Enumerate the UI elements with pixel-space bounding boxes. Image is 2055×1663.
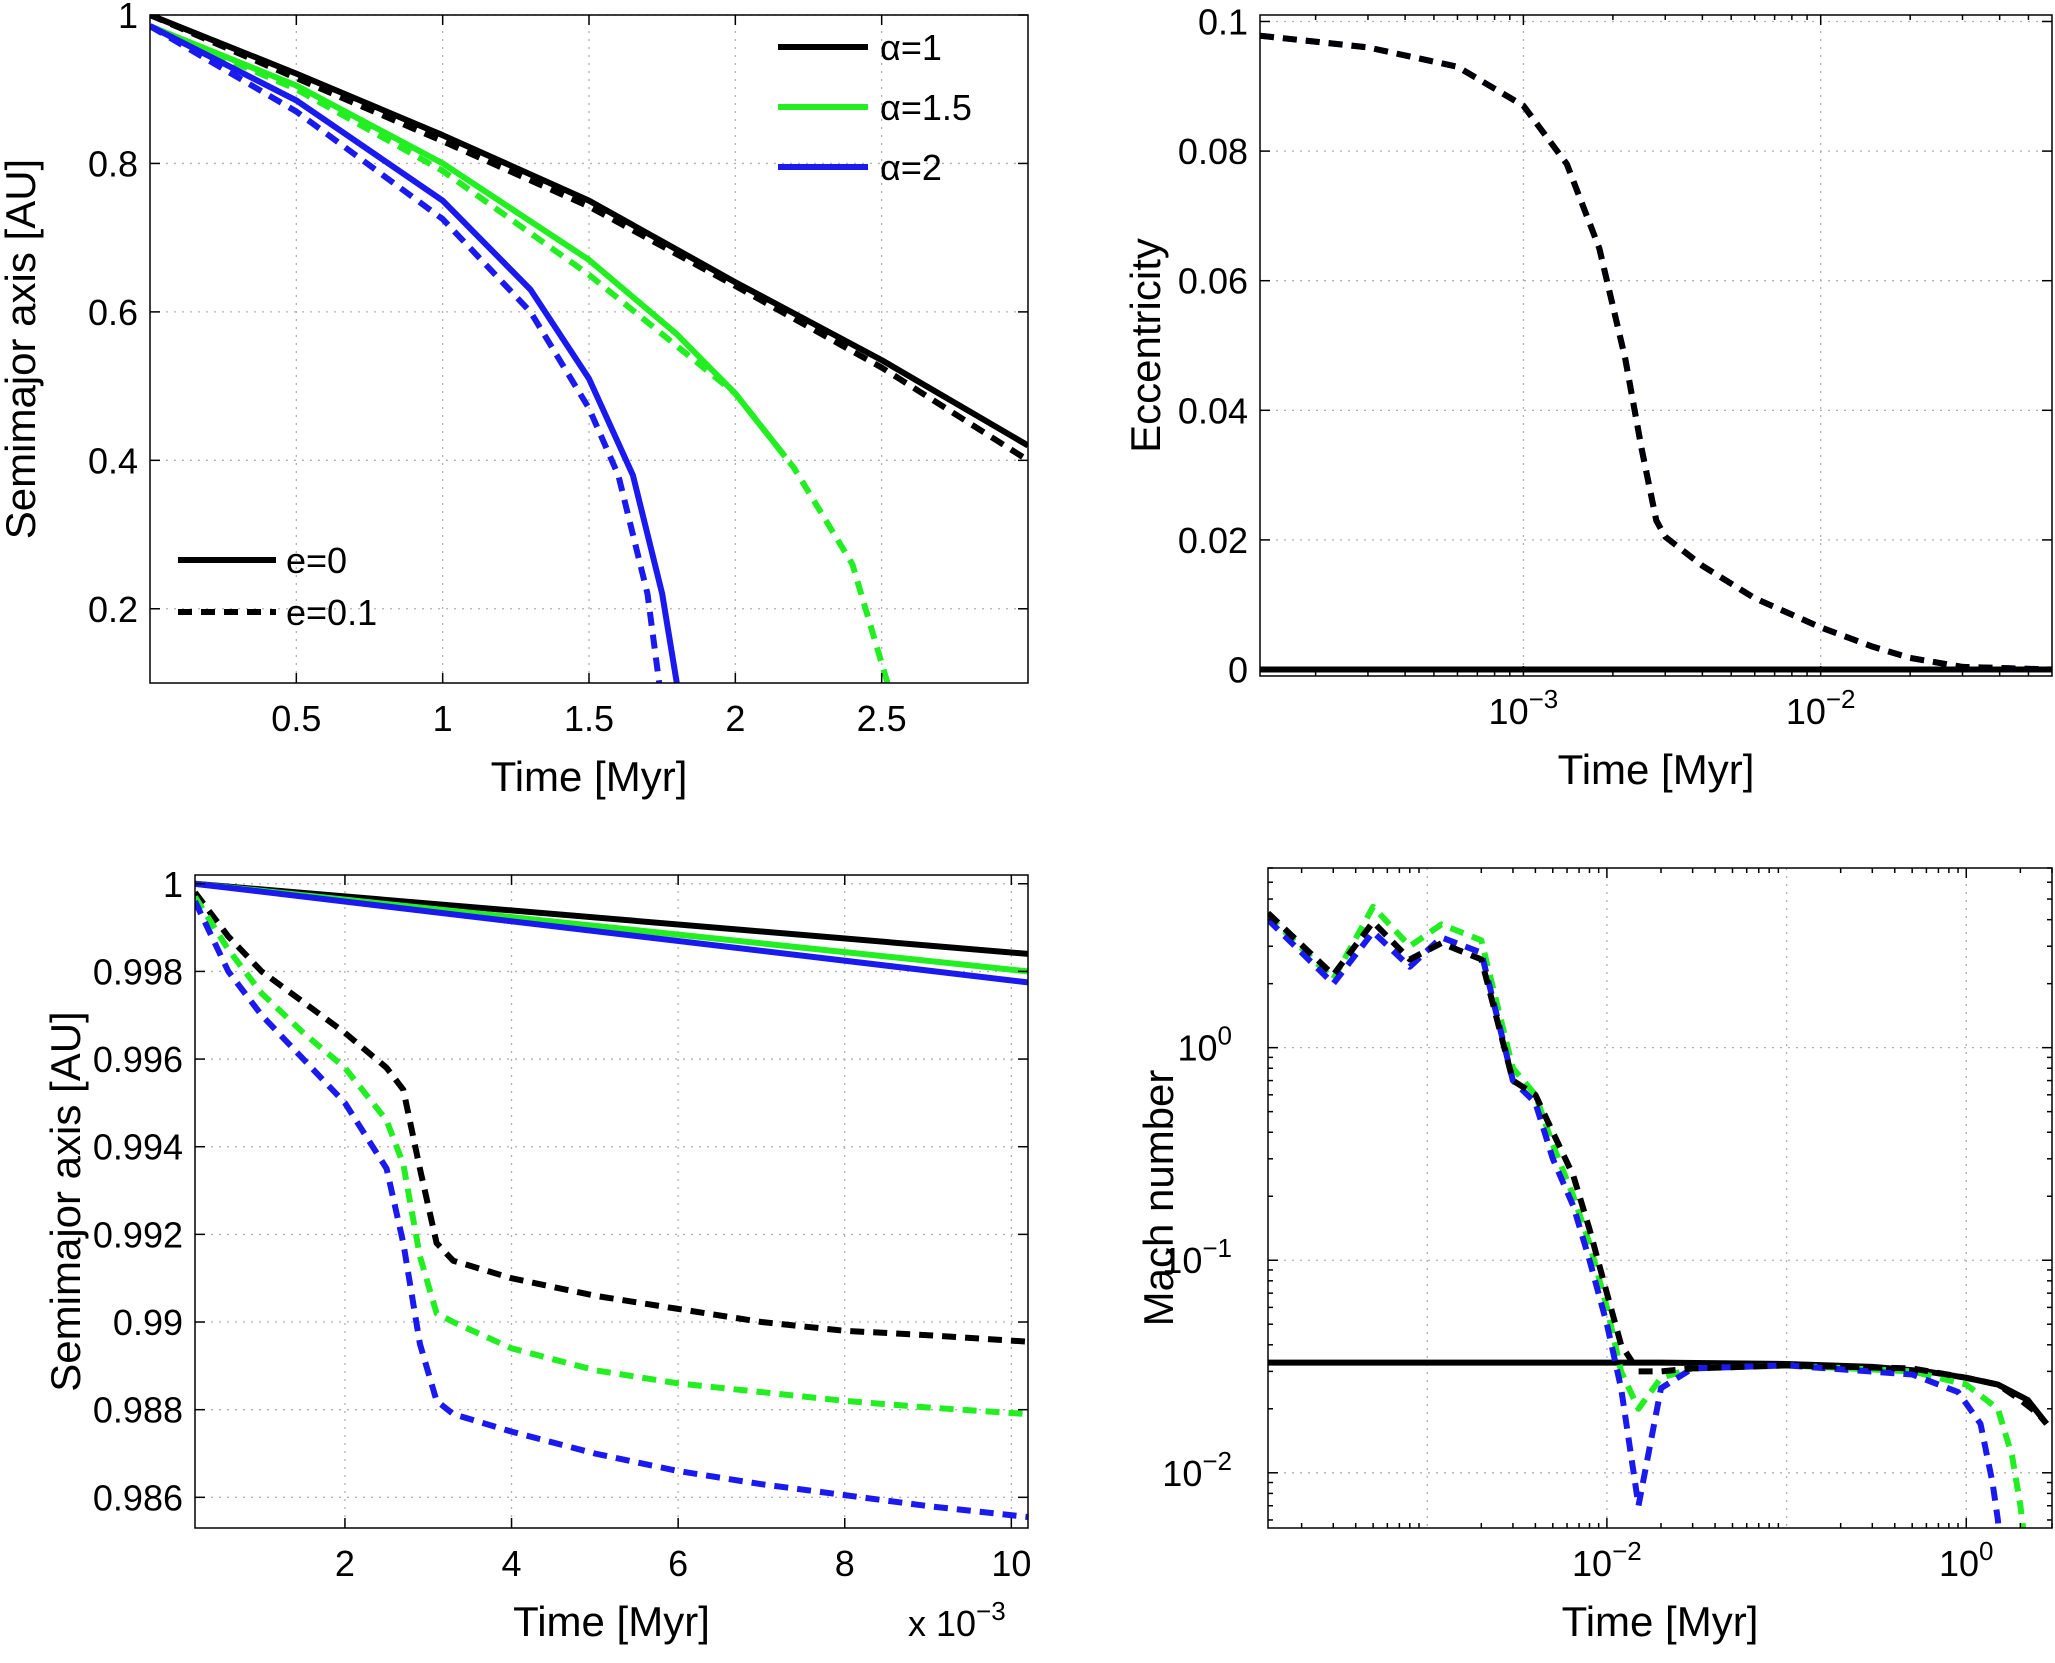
series-line	[150, 15, 1028, 463]
chart-p3: 2 4 6 8 10 0.986 0.988 0.99 0.992 0.994 0.996 0.998…	[42, 864, 1031, 1645]
x-tick-label: 10−3	[1489, 684, 1559, 732]
x-tick-label: 1.5	[564, 698, 614, 739]
plot-frame	[1267, 867, 2053, 1529]
x-tick-exponent: −2	[1612, 1536, 1642, 1566]
y-tick-label: 1	[163, 864, 183, 905]
series-line	[195, 895, 1028, 1418]
y-axis-label: Mach number	[1135, 1070, 1182, 1327]
y-tick-label: 0.988	[93, 1390, 183, 1431]
x-tick-label: 0.5	[271, 698, 321, 739]
x-axis-label: Time [Myr]	[1562, 1598, 1759, 1645]
y-tick-label: 0.996	[93, 1039, 183, 1080]
y-tick-exponent: 0	[1218, 1021, 1232, 1051]
y-tick-label: 0.08	[1178, 131, 1248, 172]
x-tick-exponent: 0	[1979, 1536, 1993, 1566]
series-line	[150, 15, 1028, 449]
legend-label: α=1.5	[880, 87, 972, 128]
x-axis-label: Time [Myr]	[491, 753, 688, 800]
series-group	[1268, 903, 2049, 1528]
y-tick-label: 0.06	[1178, 261, 1248, 302]
y-tick-label: 0.994	[93, 1127, 183, 1168]
x-tick-label: 10−2	[1786, 684, 1856, 732]
x-axis-multiplier: x 10−3	[908, 1596, 1006, 1644]
x-tick-label: 8	[835, 1543, 855, 1584]
y-tick-label: 0.99	[113, 1302, 183, 1343]
legend-label: e=0.1	[286, 592, 377, 633]
y-tick-exponent: −1	[1202, 1233, 1232, 1263]
series-line	[1268, 917, 2002, 1528]
y-tick-label: 0.998	[93, 951, 183, 992]
x-tick-exponent: −2	[1826, 684, 1856, 714]
series-line	[1260, 32, 2052, 673]
y-axis-label: Semimajor axis [AU]	[42, 1011, 89, 1391]
x-tick-label: 1	[433, 698, 453, 739]
y-tick-label: 0.02	[1178, 520, 1248, 561]
legend-label: α=2	[880, 147, 942, 188]
plot-frame	[194, 874, 1029, 1529]
series-line	[1268, 910, 2049, 1426]
legend-label: e=0	[286, 540, 347, 581]
x-tick-exponent: −3	[1529, 684, 1559, 714]
x-tick-label: 4	[502, 1543, 522, 1584]
y-tick-exponent: −2	[1202, 1446, 1232, 1476]
series-group	[150, 15, 1028, 683]
y-tick-label: 0.992	[93, 1214, 183, 1255]
y-tick-label: 100	[1177, 1021, 1232, 1069]
y-tick-label: 0.2	[88, 589, 138, 630]
series-line	[1268, 903, 2027, 1528]
chart-p2: 10−3 10−2 0 0.02 0.04 0.06 0.08 0.1 Time [Myr] Ec…	[1122, 1, 2053, 793]
y-tick-label: 1	[118, 0, 138, 36]
plot-frame	[1259, 14, 2053, 677]
x-tick-label: 10	[991, 1543, 1031, 1584]
series-line	[150, 23, 663, 683]
chart-p1: 0.5 1 1.5 2 2.5 0.2 0.4 0.6 0.8 1 Time [Myr] Semima…	[0, 0, 1029, 800]
y-tick-label: 0	[1228, 650, 1248, 691]
x-tick-label: 2.5	[857, 698, 907, 739]
x-axis-multiplier-exponent: −3	[976, 1596, 1006, 1626]
series-line	[150, 23, 788, 459]
y-tick-label: 0.986	[93, 1477, 183, 1518]
series-line	[195, 890, 1028, 1345]
series-group	[195, 880, 1028, 1520]
x-axis-label: Time [Myr]	[1558, 746, 1755, 793]
y-tick-label: 0.8	[88, 143, 138, 184]
y-tick-label: 0.6	[88, 292, 138, 333]
legend-label: α=1	[880, 27, 942, 68]
y-tick-label: 0.04	[1178, 390, 1248, 431]
y-axis-label: Semimajor axis [AU]	[0, 159, 44, 539]
series-line	[150, 23, 680, 683]
x-tick-label: 6	[668, 1543, 688, 1584]
y-axis-label: Eccentricity	[1122, 238, 1169, 453]
y-tick-label: 0.4	[88, 440, 138, 481]
series-line	[150, 23, 891, 683]
x-axis-label: Time [Myr]	[513, 1598, 710, 1645]
series-line	[195, 880, 1028, 986]
x-tick-label: 100	[1939, 1536, 1994, 1584]
x-tick-label: 2	[335, 1543, 355, 1584]
series-group	[1260, 32, 2052, 673]
series-line	[1260, 32, 2052, 673]
series-line	[195, 900, 1028, 1520]
y-tick-label: 0.1	[1198, 1, 1248, 42]
y-tick-label: 10−2	[1162, 1446, 1232, 1494]
x-tick-label: 2	[725, 698, 745, 739]
x-tick-label: 10−2	[1572, 1536, 1642, 1584]
